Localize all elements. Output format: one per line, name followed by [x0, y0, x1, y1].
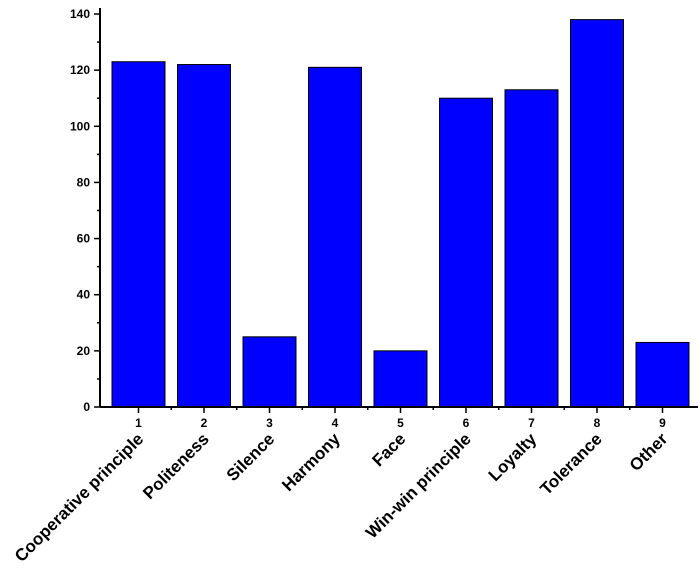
x-tick-label: 1: [135, 416, 142, 430]
category-label: Cooperative principle: [11, 429, 147, 565]
x-tick-label: 4: [332, 416, 339, 430]
category-label: Other: [626, 429, 672, 475]
y-tick-label: 140: [70, 7, 90, 21]
category-label: Loyalty: [485, 429, 541, 485]
bar-4: [308, 66, 362, 408]
bar-5: [373, 350, 428, 408]
bar-8: [570, 19, 624, 408]
y-tick-label: 120: [70, 63, 90, 77]
bar-2: [177, 64, 231, 408]
category-label: Tolerance: [536, 429, 605, 498]
bar-7: [504, 89, 559, 408]
y-tick-label: 40: [77, 288, 91, 302]
x-tick-label: 3: [266, 416, 273, 430]
bar-3: [242, 336, 297, 408]
x-tick-label: 6: [463, 416, 470, 430]
category-label: Silence: [223, 429, 279, 485]
y-tick-label: 60: [77, 232, 91, 246]
bar-9: [635, 341, 690, 408]
bar-6: [439, 97, 493, 408]
category-label: Harmony: [278, 429, 344, 495]
y-tick-label: 20: [77, 344, 91, 358]
y-ticks-group: 0 20 40 60 80 100 120 140: [70, 7, 100, 414]
x-tick-label: 9: [659, 416, 666, 430]
category-label: Face: [368, 429, 409, 470]
bars-group: [111, 19, 690, 408]
axes-group: [99, 8, 698, 408]
y-tick-label: 100: [70, 119, 90, 133]
y-tick-label: 0: [83, 400, 90, 414]
y-tick-label: 80: [77, 175, 91, 189]
x-tick-label: 5: [397, 416, 404, 430]
x-tick-label: 2: [201, 416, 208, 430]
x-ticks-group: 1 2 3 4 5 6 7 8 9: [135, 407, 666, 430]
x-tick-label: 7: [528, 416, 535, 430]
bar-1: [111, 61, 166, 408]
category-label: Politeness: [139, 429, 213, 503]
x-tick-label: 8: [594, 416, 601, 430]
